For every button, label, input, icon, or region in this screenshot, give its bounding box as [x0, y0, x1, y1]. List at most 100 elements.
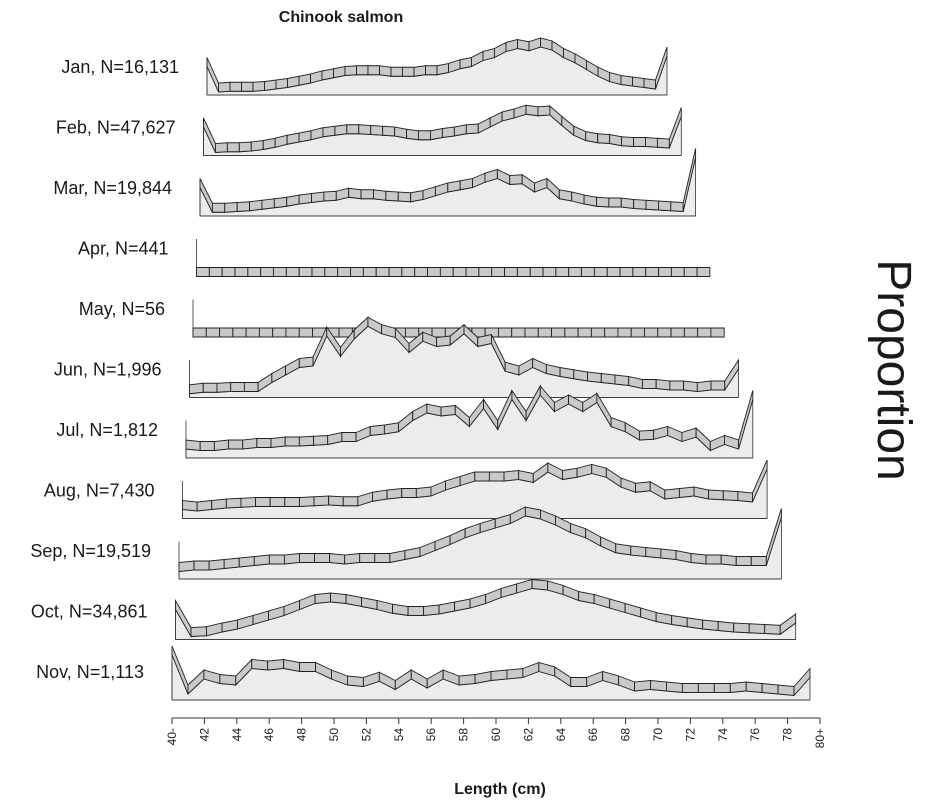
- ridge-segment: [765, 508, 782, 566]
- ridge-segment: [208, 267, 223, 277]
- ridge-mar: [199, 148, 697, 217]
- ridge-segment: [425, 65, 438, 76]
- ridge-segment: [697, 327, 712, 338]
- ridge-segment: [230, 382, 245, 392]
- ridge-segment: [283, 553, 300, 565]
- ridge-segment: [273, 267, 287, 277]
- ridge-segment: [777, 684, 795, 696]
- ridge-segment: [440, 404, 456, 417]
- ridge-segment: [228, 439, 244, 450]
- ridge-segment: [632, 267, 647, 277]
- ridge-jul: [185, 384, 754, 459]
- ridge-segment: [383, 422, 399, 435]
- ridge-segment: [436, 335, 451, 348]
- ridge-segment: [724, 358, 739, 392]
- ridge-segment: [465, 123, 479, 135]
- ridge-segment: [710, 327, 725, 338]
- ridge-segment: [474, 471, 490, 482]
- ridge-segment: [260, 267, 274, 277]
- ridge-segment: [221, 267, 236, 277]
- ridge-segment: [298, 130, 312, 143]
- ridge-segment: [609, 133, 623, 147]
- ridge-segment: [273, 196, 288, 209]
- y-axis-label: Proportion: [867, 259, 920, 480]
- ridge-segment: [671, 614, 688, 628]
- x-tick-label: 50: [327, 728, 341, 742]
- ridge-segment: [615, 543, 632, 556]
- ridge-segment: [764, 624, 781, 635]
- ridge-segment: [314, 553, 331, 563]
- ridge-segment: [655, 378, 671, 391]
- ridge-segment: [390, 66, 403, 77]
- x-tick-label: 72: [683, 728, 697, 742]
- ridge-segment: [670, 201, 684, 212]
- ridge-segment: [386, 488, 403, 500]
- ridge-segment: [213, 439, 229, 452]
- ridge-segment: [415, 486, 432, 498]
- ridge-segment: [382, 125, 396, 137]
- ridge-segment: [573, 369, 588, 382]
- ridge-segment: [696, 380, 712, 393]
- ridge-segment: [298, 192, 312, 205]
- ridge-segment: [284, 497, 300, 507]
- ridge-segment: [511, 327, 526, 338]
- ridge-segment: [385, 190, 399, 202]
- ridge-feb: [203, 104, 682, 156]
- ridge-segment: [341, 432, 357, 442]
- ridges: [171, 37, 811, 701]
- ridge-segment: [299, 662, 316, 672]
- ridge-segment: [258, 327, 274, 338]
- ridge-segment: [620, 197, 635, 210]
- ridge-segment: [717, 621, 735, 633]
- ridge-segment: [208, 559, 225, 571]
- ridge-segment: [242, 437, 258, 450]
- ridge-segment: [334, 124, 348, 136]
- ridge-segment: [596, 196, 610, 208]
- ridge-segment: [369, 424, 385, 437]
- ridge-segment: [745, 681, 763, 693]
- ridge-segment: [348, 187, 362, 200]
- ridge-segment: [373, 189, 387, 201]
- ridge-segment: [219, 674, 237, 686]
- ridge-segment: [657, 200, 672, 212]
- ridge-segment: [298, 435, 314, 447]
- ridge-segment: [683, 380, 698, 393]
- ridge-segment: [190, 626, 207, 637]
- ridge-segment: [564, 327, 579, 338]
- ridge-segment: [205, 327, 221, 338]
- ridge-segment: [670, 267, 685, 277]
- ridge-segment: [666, 681, 683, 693]
- ridge-segment: [287, 75, 300, 89]
- x-tick-label: 40-: [165, 728, 179, 745]
- ridge-segment: [298, 73, 311, 86]
- ridge-segment: [245, 327, 260, 338]
- ridge-segment: [250, 139, 264, 152]
- ridge-segment: [223, 557, 240, 569]
- ridge-segment: [683, 327, 699, 338]
- ridge-segment: [311, 191, 325, 204]
- ridge-segment: [261, 198, 275, 210]
- ridge-segment: [478, 267, 493, 277]
- ridge-segment: [452, 267, 467, 277]
- ridge-segment: [299, 553, 315, 563]
- ridge-segment: [562, 467, 578, 481]
- ridge-segment: [264, 79, 277, 92]
- ridge-segment: [504, 267, 518, 277]
- month-labels: Jan, N=16,131 Feb, N=47,627 Mar, N=19,844 A…: [30, 57, 179, 682]
- ridge-segment: [347, 675, 364, 687]
- ridge-segment: [407, 606, 425, 616]
- x-tick-label: 70: [651, 728, 665, 742]
- ridge-segment: [367, 65, 380, 76]
- month-label-mar: Mar, N=19,844: [53, 178, 172, 198]
- ridge-segment: [525, 104, 539, 117]
- ridge-segment: [645, 137, 658, 148]
- ridge-segment: [275, 77, 288, 90]
- x-tick-label: 78: [781, 728, 795, 742]
- ridge-segment: [669, 380, 685, 391]
- ridge-segment: [413, 65, 426, 77]
- ridge-segment: [558, 189, 573, 202]
- ridge-segment: [608, 197, 622, 208]
- ridge-segment: [192, 327, 207, 338]
- x-tick-label: 52: [359, 728, 373, 742]
- ridge-segment: [559, 366, 575, 380]
